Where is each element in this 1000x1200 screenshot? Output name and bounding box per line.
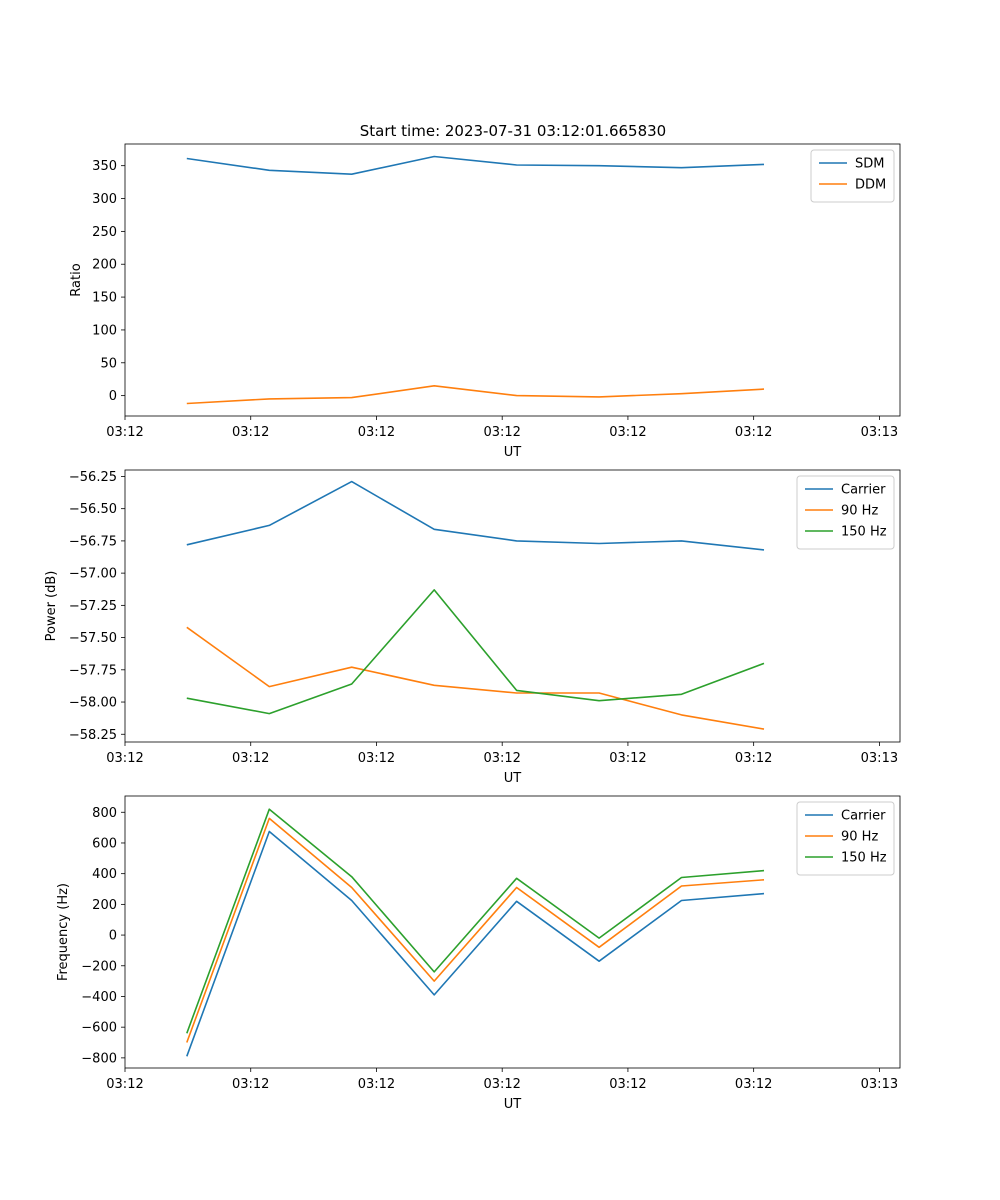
y-tick-label: 0 (109, 929, 117, 944)
x-tick-label: 03:12 (232, 425, 269, 440)
y-tick-label: 350 (92, 159, 117, 174)
x-tick-label: 03:12 (609, 425, 646, 440)
y-tick-label: −800 (81, 1051, 117, 1066)
y-tick-label: 50 (100, 356, 117, 371)
y-tick-label: −57.25 (69, 599, 117, 614)
series-line-90-hz (186, 817, 765, 1043)
legend-label: DDM (855, 178, 886, 193)
y-tick-label: −56.25 (69, 470, 117, 485)
series-line-sdm (186, 155, 765, 175)
x-axis-label: UT (504, 445, 522, 460)
legend-label: Carrier (841, 483, 886, 498)
x-tick-label: 03:12 (483, 425, 520, 440)
x-tick-label: 03:12 (735, 751, 772, 766)
y-tick-label: 150 (92, 291, 117, 306)
x-tick-label: 03:12 (483, 751, 520, 766)
x-tick-label: 03:12 (358, 425, 395, 440)
series-line-150-hz (186, 808, 765, 1034)
x-axis-label: UT (504, 771, 522, 786)
x-tick-label: 03:12 (106, 751, 143, 766)
x-tick-label: 03:12 (609, 751, 646, 766)
x-tick-label: 03:12 (232, 751, 269, 766)
chart-panel-1: 03:12 03:12 03:12 03:12 03:12 03:12 03:13 UT 0 50… (69, 143, 901, 460)
x-tick-label: 03:12 (106, 425, 143, 440)
chart-panel-3: 03:12 03:12 03:12 03:12 03:12 03:12 03:13 UT −80… (56, 795, 901, 1112)
legend: SDM DDM (810, 149, 895, 203)
y-tick-label: −200 (81, 959, 117, 974)
y-axis-label: Power (dB) (44, 571, 59, 642)
x-tick-label: 03:13 (861, 1077, 898, 1092)
chart-panel-2: 03:12 03:12 03:12 03:12 03:12 03:12 03:13 UT −58… (44, 469, 901, 786)
series-line-90-hz (186, 626, 765, 730)
legend: Carrier 90 Hz 150 Hz (796, 801, 895, 876)
y-tick-label: −57.75 (69, 663, 117, 678)
y-tick-label: 600 (92, 836, 117, 851)
y-tick-label: −57.00 (69, 567, 117, 582)
y-tick-label: −58.25 (69, 728, 117, 743)
x-tick-label: 03:12 (358, 1077, 395, 1092)
axes-frame (124, 143, 901, 417)
y-axis-label: Frequency (Hz) (56, 883, 71, 981)
series-line-carrier (186, 480, 765, 551)
x-tick-label: 03:12 (106, 1077, 143, 1092)
x-tick-label: 03:12 (483, 1077, 520, 1092)
x-tick-label: 03:13 (861, 751, 898, 766)
y-tick-label: 200 (92, 258, 117, 273)
legend-label: 90 Hz (841, 504, 878, 519)
legend-label: 150 Hz (841, 525, 887, 540)
y-tick-label: 800 (92, 806, 117, 821)
axes-frame (124, 795, 901, 1069)
y-tick-label: −58.00 (69, 696, 117, 711)
y-tick-label: 0 (109, 389, 117, 404)
y-tick-label: 300 (92, 192, 117, 207)
x-tick-label: 03:12 (232, 1077, 269, 1092)
series-line-150-hz (186, 589, 765, 715)
x-tick-label: 03:12 (609, 1077, 646, 1092)
y-tick-label: −57.50 (69, 631, 117, 646)
x-axis-label: UT (504, 1097, 522, 1112)
x-tick-label: 03:12 (358, 751, 395, 766)
y-tick-label: −56.75 (69, 534, 117, 549)
series-line-carrier (186, 830, 765, 1057)
y-tick-label: −400 (81, 990, 117, 1005)
legend: Carrier 90 Hz 150 Hz (796, 475, 895, 550)
y-tick-label: 100 (92, 323, 117, 338)
y-tick-label: 400 (92, 867, 117, 882)
legend-label: 90 Hz (841, 830, 878, 845)
legend-label: SDM (855, 157, 884, 172)
legend-label: Carrier (841, 809, 886, 824)
y-tick-label: 200 (92, 898, 117, 913)
y-tick-label: −600 (81, 1021, 117, 1036)
x-tick-label: 03:13 (861, 425, 898, 440)
y-tick-label: −56.50 (69, 502, 117, 517)
y-tick-label: 250 (92, 225, 117, 240)
axes-frame (124, 469, 901, 743)
legend-label: 150 Hz (841, 851, 887, 866)
y-axis-label: Ratio (69, 263, 84, 296)
x-tick-label: 03:12 (735, 1077, 772, 1092)
x-tick-label: 03:12 (735, 425, 772, 440)
chart-title: Start time: 2023-07-31 03:12:01.665830 (360, 122, 666, 140)
series-line-ddm (186, 384, 765, 405)
